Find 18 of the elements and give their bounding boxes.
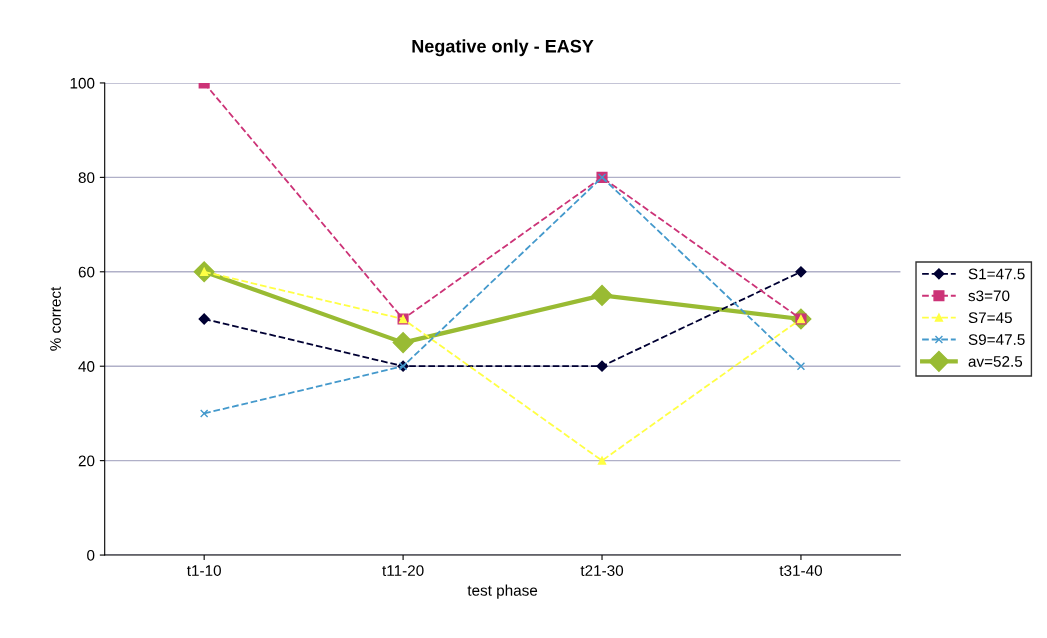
legend-label: S9=47.5	[968, 334, 1025, 345]
x-tick-label: t11-20	[382, 565, 424, 576]
y-tick-label: 0	[87, 549, 95, 561]
legend-label: S1=47.5	[968, 268, 1025, 280]
legend-label: av=52.5	[968, 356, 1023, 367]
y-axis-title: % correct	[50, 286, 61, 351]
x-tick-label: t31-40	[779, 565, 823, 576]
x-tick-label: t21-30	[580, 565, 624, 576]
y-tick-label: 40	[78, 361, 95, 372]
y-tick-label: 60	[78, 266, 95, 278]
x-axis-title: test phase	[467, 584, 538, 599]
y-tick-label: 100	[70, 77, 95, 89]
y-tick-label: 20	[78, 455, 95, 467]
x-tick-label: t1-10	[186, 565, 221, 576]
legend-label: s3=70	[968, 290, 1010, 302]
chart-title: Negative only - EASY	[412, 39, 594, 57]
legend-label: S7=45	[968, 312, 1012, 324]
y-tick-label: 80	[78, 172, 95, 184]
